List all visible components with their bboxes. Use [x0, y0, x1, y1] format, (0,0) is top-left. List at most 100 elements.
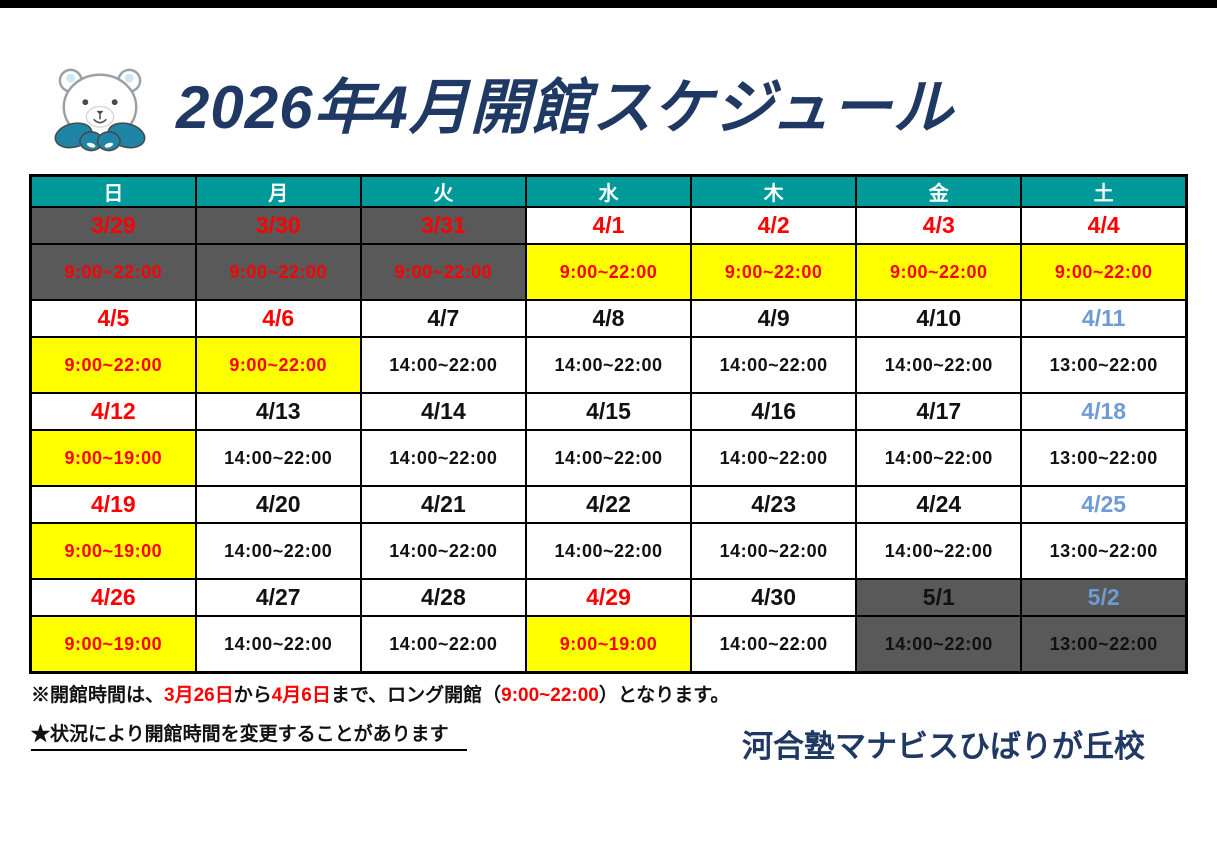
date-row: 4/26 4/27 4/28 4/29 4/30 5/1 5/2 [29, 578, 1188, 617]
time-cell: 14:00~22:00 [359, 429, 527, 487]
time-cell: 13:00~22:00 [1020, 615, 1188, 674]
date-cell: 4/24 [855, 485, 1023, 524]
date-cell: 4/8 [524, 299, 693, 338]
date-cell: 4/18 [1020, 392, 1188, 431]
time-cell: 9:00~22:00 [690, 243, 858, 301]
date-row: 4/19 4/20 4/21 4/22 4/23 4/24 4/25 [29, 485, 1188, 524]
time-cell: 14:00~22:00 [524, 522, 693, 580]
time-cell: 14:00~22:00 [855, 615, 1023, 674]
date-cell: 4/1 [524, 206, 693, 245]
note-text-segment: ）となります。 [598, 685, 730, 706]
date-cell: 3/30 [194, 206, 362, 245]
date-cell: 4/3 [855, 206, 1023, 245]
date-cell: 4/17 [855, 392, 1023, 431]
day-header-cell: 金 [855, 174, 1023, 208]
date-row: 3/29 3/30 3/31 4/1 4/2 4/3 4/4 [29, 206, 1188, 245]
date-cell: 4/10 [855, 299, 1023, 338]
note-text-segment: ※開館時間は、 [31, 685, 165, 706]
time-cell: 9:00~22:00 [194, 243, 362, 301]
date-cell: 4/23 [690, 485, 858, 524]
time-cell: 14:00~22:00 [690, 429, 858, 487]
time-row: 9:00~19:00 14:00~22:00 14:00~22:00 14:00~22… [29, 522, 1188, 580]
date-cell: 4/25 [1020, 485, 1188, 524]
time-cell: 13:00~22:00 [1020, 336, 1188, 394]
time-cell: 9:00~22:00 [194, 336, 362, 394]
date-cell: 4/16 [690, 392, 858, 431]
time-row: 9:00~22:00 9:00~22:00 14:00~22:00 14:00~22:… [29, 336, 1188, 394]
time-cell: 9:00~22:00 [29, 243, 197, 301]
date-row: 4/5 4/6 4/7 4/8 4/9 4/10 4/11 [29, 299, 1188, 338]
time-row: 9:00~19:00 14:00~22:00 14:00~22:00 9:00~19:… [29, 615, 1188, 674]
date-cell: 4/11 [1020, 299, 1188, 338]
date-cell: 4/27 [194, 578, 362, 617]
time-cell: 13:00~22:00 [1020, 522, 1188, 580]
time-cell: 14:00~22:00 [194, 522, 362, 580]
date-cell: 4/21 [359, 485, 527, 524]
time-cell: 9:00~19:00 [29, 615, 197, 674]
day-header-row: 日月火水木金土 [29, 174, 1188, 208]
date-cell: 4/6 [194, 299, 362, 338]
time-cell: 9:00~19:00 [29, 522, 197, 580]
date-cell: 5/1 [855, 578, 1023, 617]
time-cell: 9:00~19:00 [29, 429, 197, 487]
date-cell: 4/29 [524, 578, 693, 617]
date-cell: 4/7 [359, 299, 527, 338]
date-cell: 4/12 [29, 392, 197, 431]
note-text-segment: から [233, 685, 272, 706]
date-cell: 4/5 [29, 299, 197, 338]
time-cell: 14:00~22:00 [194, 429, 362, 487]
date-cell: 4/13 [194, 392, 362, 431]
time-row: 9:00~19:00 14:00~22:00 14:00~22:00 14:00~22… [29, 429, 1188, 487]
time-cell: 14:00~22:00 [690, 522, 858, 580]
time-cell: 14:00~22:00 [524, 429, 693, 487]
date-cell: 5/2 [1020, 578, 1188, 617]
time-cell: 9:00~22:00 [29, 336, 197, 394]
note-text-segment: 3月26日 [164, 685, 234, 706]
time-row: 9:00~22:00 9:00~22:00 9:00~22:00 9:00~22:00… [29, 243, 1188, 301]
time-cell: 9:00~22:00 [855, 243, 1023, 301]
note-long-opening: ※開館時間は、3月26日から4月6日まで、ロング開館（9:00~22:00）とな… [31, 683, 1217, 710]
day-header-cell: 土 [1020, 174, 1188, 208]
time-cell: 14:00~22:00 [690, 615, 858, 674]
date-cell: 4/4 [1020, 206, 1188, 245]
top-border-bar [0, 0, 1217, 8]
date-row: 4/12 4/13 4/14 4/15 4/16 4/17 4/18 [29, 392, 1188, 431]
time-cell: 9:00~22:00 [359, 243, 527, 301]
polar-bear-icon [46, 63, 154, 153]
time-cell: 9:00~19:00 [524, 615, 693, 674]
date-cell: 4/30 [690, 578, 858, 617]
note-text-segment: 4月6日 [271, 685, 331, 706]
time-cell: 14:00~22:00 [690, 336, 858, 394]
date-cell: 4/20 [194, 485, 362, 524]
date-cell: 3/31 [359, 206, 527, 245]
date-cell: 4/19 [29, 485, 197, 524]
page-header: 2026年4月開館スケジュール [46, 58, 1217, 158]
time-cell: 9:00~22:00 [524, 243, 693, 301]
date-cell: 4/2 [690, 206, 858, 245]
time-cell: 14:00~22:00 [359, 336, 527, 394]
note-hours-may-change: ★状況により開館時間を変更することがあります [31, 719, 467, 751]
time-cell: 14:00~22:00 [855, 336, 1023, 394]
time-cell: 13:00~22:00 [1020, 429, 1188, 487]
day-header-cell: 木 [690, 174, 858, 208]
time-cell: 14:00~22:00 [194, 615, 362, 674]
time-cell: 14:00~22:00 [524, 336, 693, 394]
date-cell: 3/29 [29, 206, 197, 245]
note-text-segment: まで、ロング開館（ [330, 685, 502, 706]
day-header-cell: 月 [194, 174, 362, 208]
date-cell: 4/22 [524, 485, 693, 524]
date-cell: 4/15 [524, 392, 693, 431]
note-text-segment: 9:00~22:00 [501, 685, 599, 706]
date-cell: 4/28 [359, 578, 527, 617]
day-header-cell: 日 [29, 174, 197, 208]
date-cell: 4/9 [690, 299, 858, 338]
page-title: 2026年4月開館スケジュール [176, 74, 954, 141]
date-cell: 4/26 [29, 578, 197, 617]
footer-notes: ※開館時間は、3月26日から4月6日まで、ロング開館（9:00~22:00）とな… [31, 683, 1217, 766]
day-header-cell: 水 [524, 174, 693, 208]
school-name: 河合塾マナビスひばりが丘校 [742, 728, 1145, 764]
time-cell: 14:00~22:00 [855, 522, 1023, 580]
time-cell: 14:00~22:00 [359, 615, 527, 674]
time-cell: 14:00~22:00 [359, 522, 527, 580]
time-cell: 9:00~22:00 [1020, 243, 1188, 301]
